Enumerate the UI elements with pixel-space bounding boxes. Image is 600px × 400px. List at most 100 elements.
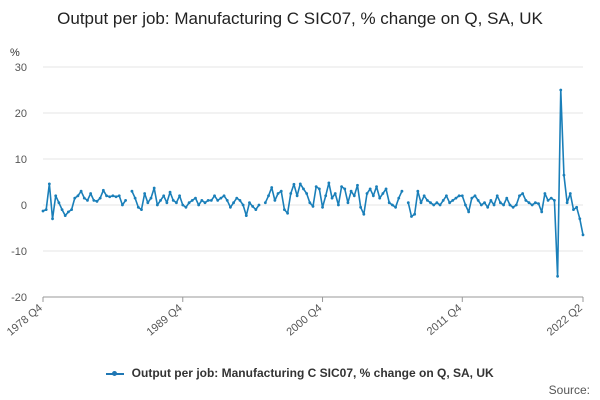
data-point xyxy=(47,182,51,186)
data-point xyxy=(206,199,210,202)
data-point xyxy=(105,194,108,198)
data-point xyxy=(254,208,258,212)
data-point xyxy=(187,201,191,205)
data-point xyxy=(394,205,397,209)
data-point xyxy=(413,212,417,216)
y-tick-label: 30 xyxy=(15,62,27,74)
data-point xyxy=(57,201,61,205)
data-point xyxy=(86,199,89,202)
data-point xyxy=(251,204,255,208)
data-point xyxy=(143,192,147,195)
data-point xyxy=(117,194,121,198)
data-point xyxy=(289,192,293,195)
data-point xyxy=(457,194,461,198)
data-point xyxy=(549,196,553,200)
legend: Output per job: Manufacturing C SIC07, %… xyxy=(0,366,600,380)
data-point xyxy=(562,173,566,177)
data-point xyxy=(546,199,550,202)
data-point xyxy=(149,196,153,200)
data-point xyxy=(333,192,337,195)
data-point xyxy=(518,194,521,198)
data-point xyxy=(308,201,312,205)
data-point xyxy=(441,199,445,202)
data-point xyxy=(89,192,93,195)
data-point xyxy=(454,196,458,200)
data-point xyxy=(479,203,483,207)
chart-title: Output per job: Manufacturing C SIC07, %… xyxy=(57,9,543,28)
label-layer: % -20 -10 0 10 20 30 1978 Q4 1989 Q4 2000 Q4 2011 … xyxy=(5,47,585,338)
data-point xyxy=(101,188,105,192)
data-point xyxy=(419,201,423,205)
data-point xyxy=(514,203,518,207)
data-point xyxy=(171,199,175,202)
y-axis-unit: % xyxy=(10,47,20,59)
data-point xyxy=(340,185,343,189)
data-point xyxy=(422,194,426,198)
data-point xyxy=(356,183,359,187)
data-point xyxy=(121,203,124,207)
data-point xyxy=(197,203,201,207)
data-point xyxy=(133,196,137,200)
data-point xyxy=(346,201,350,205)
data-point xyxy=(238,199,242,202)
data-point xyxy=(502,203,505,207)
data-point xyxy=(337,203,340,207)
data-point xyxy=(267,194,270,198)
data-point xyxy=(213,194,216,198)
data-point xyxy=(60,208,64,212)
data-point xyxy=(397,196,401,200)
data-point xyxy=(70,208,73,212)
data-point xyxy=(248,201,251,205)
data-point xyxy=(508,203,512,207)
data-point xyxy=(159,199,162,202)
data-point xyxy=(82,196,86,200)
y-tick-label: 10 xyxy=(15,154,27,166)
data-point xyxy=(575,205,579,209)
data-point xyxy=(273,199,277,202)
data-point xyxy=(130,189,134,193)
data-point xyxy=(92,199,96,202)
data-point xyxy=(181,203,185,207)
data-point xyxy=(152,186,156,190)
y-tick-label: -20 xyxy=(11,292,27,304)
data-point xyxy=(352,194,356,198)
data-point xyxy=(114,195,118,199)
source-label: Source: xyxy=(548,383,590,397)
data-point xyxy=(108,195,112,199)
data-point xyxy=(76,194,80,198)
data-point xyxy=(41,209,45,213)
data-point xyxy=(530,203,534,207)
data-point xyxy=(486,205,490,209)
legend-swatch xyxy=(106,370,125,376)
data-point xyxy=(324,194,328,198)
data-point xyxy=(98,196,102,200)
data-point xyxy=(321,205,324,209)
data-point xyxy=(298,182,302,186)
data-point xyxy=(63,214,67,217)
data-point xyxy=(279,189,283,193)
data-point xyxy=(67,210,70,214)
data-point xyxy=(410,215,413,218)
data-point xyxy=(136,205,140,209)
data-point xyxy=(375,185,378,189)
data-point xyxy=(44,208,48,212)
legend-label: Output per job: Manufacturing C SIC07, %… xyxy=(131,366,494,380)
data-point xyxy=(209,199,213,202)
axis-layer xyxy=(42,296,584,302)
data-point xyxy=(349,189,353,193)
data-point xyxy=(391,203,394,207)
data-point xyxy=(219,196,223,200)
data-point xyxy=(343,187,347,191)
data-point xyxy=(581,233,585,237)
data-point xyxy=(556,274,559,278)
data-point xyxy=(540,210,544,214)
data-point xyxy=(111,194,115,198)
data-point xyxy=(95,199,99,203)
data-point xyxy=(578,217,582,221)
series-layer xyxy=(41,88,585,278)
data-point xyxy=(79,189,83,193)
data-point xyxy=(235,196,239,200)
data-point xyxy=(505,196,509,200)
data-point xyxy=(511,205,515,209)
data-point xyxy=(524,199,528,202)
